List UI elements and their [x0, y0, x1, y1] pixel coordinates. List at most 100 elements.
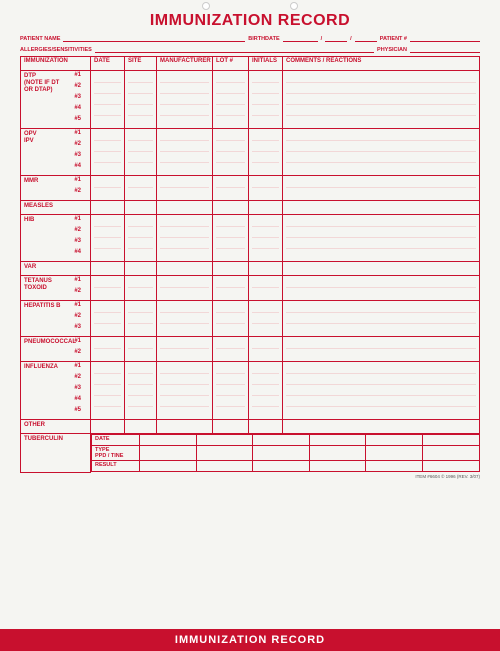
initials-cell[interactable]: [249, 301, 283, 337]
lot-cell[interactable]: [213, 215, 249, 262]
site-cell[interactable]: [125, 276, 157, 301]
manufacturer-cell[interactable]: [157, 262, 213, 276]
table-header-row: IMMUNIZATION DATE SITE MANUFACTURER LOT …: [21, 57, 480, 71]
site-cell[interactable]: [125, 420, 157, 434]
comments-cell[interactable]: [283, 201, 480, 215]
lot-cell[interactable]: [213, 262, 249, 276]
comments-cell[interactable]: [283, 420, 480, 434]
initials-cell[interactable]: [249, 362, 283, 420]
initials-cell[interactable]: [249, 215, 283, 262]
field-birthdate-m[interactable]: [283, 34, 318, 42]
site-cell[interactable]: [125, 215, 157, 262]
row-number: #2: [24, 374, 87, 385]
manufacturer-cell[interactable]: [157, 129, 213, 176]
tuberculin-result-cell[interactable]: [309, 461, 366, 472]
tuberculin-result-cell[interactable]: [366, 461, 423, 472]
lot-cell[interactable]: [213, 420, 249, 434]
tuberculin-result-cell[interactable]: [422, 461, 479, 472]
date-cell[interactable]: [91, 201, 125, 215]
manufacturer-cell[interactable]: [157, 201, 213, 215]
lot-cell[interactable]: [213, 201, 249, 215]
tuberculin-date-cell[interactable]: [366, 435, 423, 446]
tuberculin-result-cell[interactable]: [140, 461, 197, 472]
initials-cell[interactable]: [249, 129, 283, 176]
field-birthdate-y[interactable]: [355, 34, 377, 42]
initials-cell[interactable]: [249, 276, 283, 301]
tuberculin-type-cell[interactable]: [309, 446, 366, 461]
lot-cell[interactable]: [213, 129, 249, 176]
lot-cell[interactable]: [213, 176, 249, 201]
date-cell[interactable]: [91, 215, 125, 262]
date-sep: /: [350, 36, 352, 42]
site-cell[interactable]: [125, 129, 157, 176]
tuberculin-type-cell[interactable]: [140, 446, 197, 461]
tuberculin-date-cell[interactable]: [196, 435, 253, 446]
lot-cell[interactable]: [213, 337, 249, 362]
initials-cell[interactable]: [249, 262, 283, 276]
date-cell[interactable]: [91, 420, 125, 434]
tuberculin-name: TUBERCULIN: [24, 436, 63, 443]
date-cell[interactable]: [91, 337, 125, 362]
comments-cell[interactable]: [283, 362, 480, 420]
tuberculin-date-cell[interactable]: [309, 435, 366, 446]
manufacturer-cell[interactable]: [157, 71, 213, 129]
manufacturer-cell[interactable]: [157, 337, 213, 362]
site-cell[interactable]: [125, 71, 157, 129]
tuberculin-type-cell[interactable]: [366, 446, 423, 461]
tuberculin-type-cell[interactable]: [253, 446, 310, 461]
field-birthdate-d[interactable]: [325, 34, 347, 42]
initials-cell[interactable]: [249, 176, 283, 201]
site-cell[interactable]: [125, 362, 157, 420]
tuberculin-date-cell[interactable]: [422, 435, 479, 446]
initials-cell[interactable]: [249, 420, 283, 434]
lot-cell[interactable]: [213, 362, 249, 420]
immunization-label-cell: MEASLES: [21, 201, 91, 215]
manufacturer-cell[interactable]: [157, 176, 213, 201]
date-cell[interactable]: [91, 129, 125, 176]
immunization-label-cell: OPVIPV #1#2#3#4: [21, 129, 91, 176]
lot-cell[interactable]: [213, 71, 249, 129]
initials-cell[interactable]: [249, 201, 283, 215]
date-cell[interactable]: [91, 301, 125, 337]
row-number: #4: [24, 105, 87, 116]
comments-cell[interactable]: [283, 337, 480, 362]
field-physician[interactable]: [410, 45, 480, 53]
manufacturer-cell[interactable]: [157, 362, 213, 420]
date-cell[interactable]: [91, 276, 125, 301]
comments-cell[interactable]: [283, 215, 480, 262]
comments-cell[interactable]: [283, 71, 480, 129]
comments-cell[interactable]: [283, 176, 480, 201]
initials-cell[interactable]: [249, 71, 283, 129]
site-cell[interactable]: [125, 301, 157, 337]
label-patient-no: PATIENT #: [380, 36, 407, 42]
tuberculin-result-cell[interactable]: [196, 461, 253, 472]
site-cell[interactable]: [125, 262, 157, 276]
date-cell[interactable]: [91, 362, 125, 420]
field-patient-no[interactable]: [410, 34, 480, 42]
tuberculin-result-cell[interactable]: [253, 461, 310, 472]
lot-cell[interactable]: [213, 276, 249, 301]
site-cell[interactable]: [125, 337, 157, 362]
date-cell[interactable]: [91, 176, 125, 201]
field-allergies[interactable]: [95, 45, 374, 53]
manufacturer-cell[interactable]: [157, 215, 213, 262]
lot-cell[interactable]: [213, 301, 249, 337]
immunization-name: MEASLES: [24, 203, 53, 210]
date-cell[interactable]: [91, 262, 125, 276]
comments-cell[interactable]: [283, 301, 480, 337]
tuberculin-date-cell[interactable]: [253, 435, 310, 446]
comments-cell[interactable]: [283, 276, 480, 301]
date-cell[interactable]: [91, 71, 125, 129]
manufacturer-cell[interactable]: [157, 420, 213, 434]
comments-cell[interactable]: [283, 129, 480, 176]
site-cell[interactable]: [125, 201, 157, 215]
tuberculin-type-cell[interactable]: [422, 446, 479, 461]
manufacturer-cell[interactable]: [157, 276, 213, 301]
manufacturer-cell[interactable]: [157, 301, 213, 337]
tuberculin-type-cell[interactable]: [196, 446, 253, 461]
initials-cell[interactable]: [249, 337, 283, 362]
site-cell[interactable]: [125, 176, 157, 201]
comments-cell[interactable]: [283, 262, 480, 276]
field-patient-name[interactable]: [63, 34, 245, 42]
tuberculin-date-cell[interactable]: [140, 435, 197, 446]
